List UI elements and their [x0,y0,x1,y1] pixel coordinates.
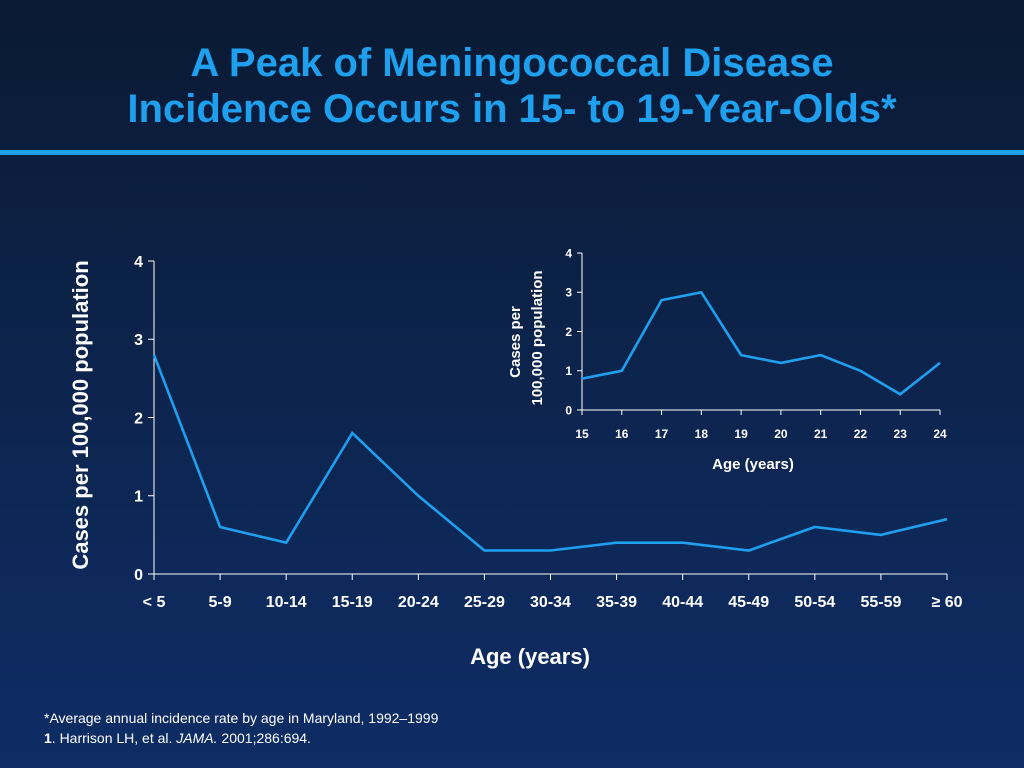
main-y-tick-label: 0 [134,567,143,584]
inset-y-axis-title-line2: 100,000 population [529,270,546,405]
inset-y-tick-label: 4 [565,246,572,260]
inset-x-tick-label: 15 [575,427,589,441]
title-divider [0,150,1024,155]
main-y-tick-label: 2 [134,410,143,427]
main-y-tick-label: 1 [134,489,143,506]
inset-y-tick-label: 1 [565,364,572,378]
reference-journal: JAMA. [176,730,218,746]
main-x-tick-label: 5-9 [209,594,232,611]
main-series-line [152,354,948,552]
inset-y-tick-label: 3 [565,286,572,300]
inset-y-tick-label: 0 [565,403,572,417]
inset-x-tick-label: 21 [814,427,828,441]
inset-x-tick-label: 23 [894,427,908,441]
title-line-2: Incidence Occurs in 15- to 19-Year-Olds* [127,87,897,131]
inset-series-line [581,290,941,396]
main-y-tick-label: 4 [134,254,143,271]
footnote: *Average annual incidence rate by age in… [44,708,438,748]
slide-title: A Peak of Meningococcal Disease Incidenc… [0,40,1024,132]
main-x-tick-label: 35-39 [596,594,637,611]
inset-x-tick-label: 16 [615,427,629,441]
main-x-tick-label: 40-44 [662,594,703,611]
inset-x-tick-label: 17 [655,427,669,441]
main-x-tick-label: 55-59 [860,594,901,611]
reference-number: 1 [44,730,52,746]
main-y-tick-label: 3 [134,332,143,349]
main-y-axis-title: Cases per 100,000 population [68,260,93,569]
main-x-tick-label: 20-24 [398,594,439,611]
inset-x-axis-title: Age (years) [712,456,794,473]
main-x-tick-label: 25-29 [464,594,505,611]
footnote-reference: 1. Harrison LH, et al. JAMA. 2001;286:69… [44,728,438,748]
inset-y-axis-title-line1: Cases per [507,306,524,378]
main-x-tick-label: ≥ 60 [931,594,962,611]
reference-citation: 2001;286:694. [217,730,311,746]
inset-x-tick-label: 24 [933,427,947,441]
main-x-tick-label: 45-49 [728,594,769,611]
main-x-tick-label: 15-19 [332,594,373,611]
reference-authors: . Harrison LH, et al. [51,730,177,746]
inset-y-tick-label: 2 [565,325,572,339]
inset-x-tick-label: 20 [774,427,788,441]
main-x-tick-label: 10-14 [266,594,307,611]
main-x-tick-label: 30-34 [530,594,571,611]
main-x-axis-title: Age (years) [470,644,590,669]
title-line-1: A Peak of Meningococcal Disease [190,41,834,85]
main-x-tick-label: 50-54 [794,594,835,611]
footnote-note: *Average annual incidence rate by age in… [44,710,439,726]
inset-x-tick-label: 22 [854,427,868,441]
main-x-tick-label: < 5 [143,594,166,611]
inset-x-tick-label: 18 [695,427,709,441]
inset-x-tick-label: 19 [734,427,748,441]
